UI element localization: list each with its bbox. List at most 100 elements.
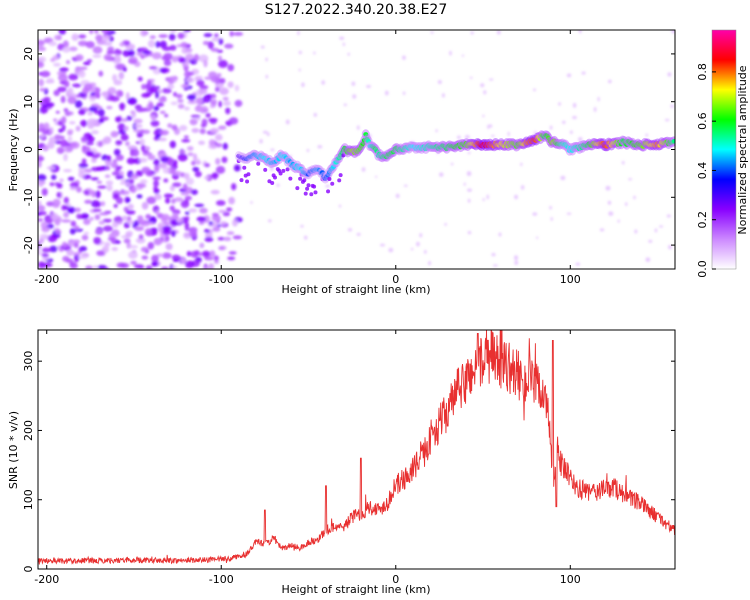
noise-speckle — [374, 175, 378, 178]
noise-speckle — [266, 132, 270, 137]
noise-speckle — [645, 133, 649, 137]
noise-speckle — [208, 221, 214, 226]
noise-speckle — [39, 88, 47, 92]
noise-speckle — [65, 59, 71, 65]
y-tick-label: 10 — [22, 95, 35, 109]
noise-speckle — [142, 50, 151, 55]
noise-speckle — [172, 182, 182, 188]
noise-speckle — [306, 148, 310, 152]
noise-speckle — [229, 30, 234, 37]
noise-speckle — [113, 79, 123, 86]
trace-scatter — [256, 161, 261, 166]
trace-scatter — [302, 178, 307, 183]
noise-speckle — [202, 266, 212, 269]
noise-speckle — [79, 245, 87, 252]
noise-speckle — [77, 40, 88, 47]
noise-speckle — [566, 73, 572, 78]
noise-speckle — [80, 119, 88, 127]
noise-speckle — [118, 221, 123, 225]
noise-speckle — [161, 88, 172, 94]
noise-speckle — [102, 218, 112, 223]
noise-speckle — [317, 145, 323, 149]
noise-speckle — [130, 260, 137, 265]
noise-speckle — [47, 130, 53, 135]
noise-speckle — [210, 93, 217, 99]
noise-speckle — [180, 42, 188, 48]
noise-speckle — [203, 176, 210, 180]
noise-speckle — [607, 200, 612, 205]
noise-speckle — [103, 95, 108, 99]
noise-speckle — [167, 78, 175, 85]
noise-speckle — [47, 234, 58, 243]
noise-speckle — [41, 253, 49, 258]
noise-speckle — [217, 55, 223, 62]
noise-speckle — [131, 148, 140, 157]
noise-speckle — [134, 226, 144, 231]
signal-trace — [234, 129, 675, 197]
noise-speckle — [211, 214, 221, 222]
noise-speckle — [298, 68, 301, 72]
noise-speckle — [162, 46, 172, 51]
noise-speckle — [140, 54, 145, 60]
noise-speckle — [183, 172, 190, 180]
noise-speckle — [90, 177, 99, 181]
noise-speckle — [597, 96, 600, 102]
noise-speckle — [53, 89, 60, 97]
noise-speckle — [71, 33, 79, 42]
noise-speckle — [203, 228, 210, 233]
noise-speckle — [268, 219, 272, 223]
noise-speckle — [144, 228, 152, 237]
noise-speckle — [59, 178, 64, 183]
noise-speckle — [153, 105, 160, 111]
noise-speckle — [38, 204, 46, 212]
noise-speckle — [231, 183, 237, 191]
noise-speckle — [38, 200, 42, 206]
noise-speckle — [169, 205, 175, 211]
noise-speckle — [285, 119, 290, 125]
noise-speckle — [176, 217, 184, 223]
noise-speckle — [403, 184, 408, 187]
noise-speckle — [41, 247, 52, 253]
noise-speckle — [67, 131, 73, 136]
noise-speckle — [102, 34, 110, 42]
trace-scatter — [330, 181, 335, 186]
noise-speckle — [154, 164, 160, 172]
noise-speckle — [467, 188, 473, 192]
noise-speckle — [621, 161, 625, 165]
colorbar-tick-label: 0.2 — [696, 211, 709, 229]
noise-speckle — [38, 174, 47, 182]
trace-scatter — [337, 178, 342, 183]
noise-speckle — [95, 190, 101, 199]
noise-speckle — [171, 265, 178, 269]
noise-speckle — [55, 110, 60, 114]
noise-speckle — [227, 64, 235, 72]
noise-speckle — [201, 118, 208, 127]
noise-speckle — [38, 218, 44, 222]
colorbar-gradient — [711, 29, 737, 270]
noise-speckle — [159, 40, 167, 49]
noise-speckle — [300, 224, 304, 228]
noise-speckle — [196, 79, 205, 87]
noise-speckle — [112, 221, 119, 228]
colorbar: 0.0 0.2 0.4 0.6 0.8 Normalized spectral ampl… — [696, 29, 749, 278]
noise-speckle — [90, 92, 95, 96]
noise-speckle — [270, 148, 275, 152]
noise-speckle — [171, 124, 178, 131]
noise-speckle — [99, 212, 109, 216]
trace-scatter — [326, 189, 331, 194]
x-tick-label: -200 — [34, 573, 59, 586]
figure-title: S127.2022.340.20.38.E27 — [265, 2, 448, 18]
noise-speckle — [177, 153, 188, 162]
noise-speckle — [162, 225, 172, 232]
noise-speckle — [297, 30, 300, 36]
noise-speckle — [137, 76, 143, 82]
noise-speckle — [196, 75, 203, 82]
noise-speckle — [395, 193, 400, 199]
noise-speckle — [490, 134, 495, 137]
noise-speckle — [38, 156, 45, 162]
noise-speckle — [145, 213, 152, 220]
noise-speckle — [191, 189, 198, 195]
noise-speckle — [53, 118, 58, 122]
noise-speckle — [184, 221, 190, 230]
noise-speckle — [91, 190, 96, 198]
